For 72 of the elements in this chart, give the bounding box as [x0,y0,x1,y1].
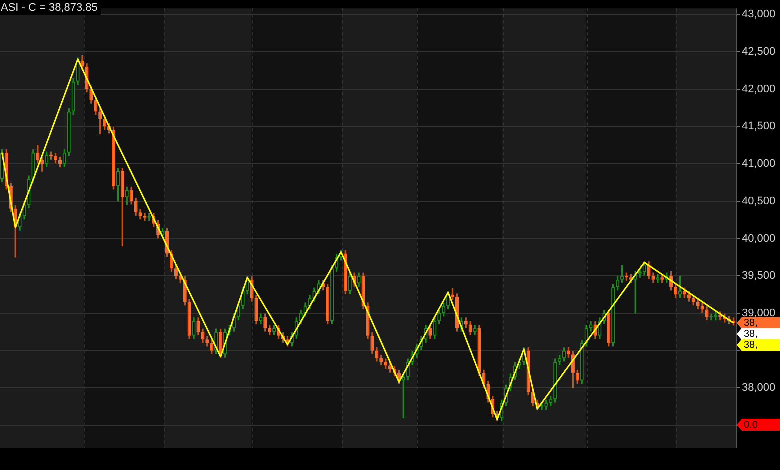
candlestick [678,276,682,298]
y-tick-label: 43,000 [742,8,776,21]
candlestick [700,302,704,314]
candlestick [201,328,205,343]
candlestick [428,325,432,340]
candlestick [674,284,678,298]
y-tick-label: 42,000 [742,83,776,96]
candlestick [120,168,124,247]
candlestick [468,321,472,336]
candlestick [357,272,361,287]
chart-title: ASI - C = 38,873.85 [1,2,98,14]
candlestick [196,318,200,336]
candlestick [72,78,76,116]
candlestick [446,291,450,310]
candlestick [692,295,696,306]
candlestick [433,318,437,340]
candlestick [438,310,442,324]
candlestick [562,348,566,362]
candlestick [589,321,593,332]
candlestick [219,328,223,358]
candlestick [116,168,120,202]
candlestick [254,295,258,324]
candlestick [210,340,214,354]
candlestick [330,265,334,324]
candlestick [259,314,263,324]
candlestick [656,274,660,284]
candlestick [45,152,49,168]
candlestick [36,145,40,164]
candlestick [67,108,71,156]
y-tick-label: 41,500 [742,120,776,133]
candlestick [620,265,624,284]
y-tick-label: 38,000 [742,382,776,394]
candlestick [264,314,268,332]
y-tick-label: 40,000 [742,232,776,245]
candlestick [478,325,482,377]
candlestick [134,198,138,216]
candlestick [130,186,134,205]
y-tick-label: 41,000 [742,158,776,170]
y-tick-label: 39,000 [742,308,776,320]
candlestick [647,262,651,280]
candlestick [62,150,66,168]
text: 38, [744,340,758,351]
candlestick [98,108,102,134]
candlestick [612,284,616,347]
candlestick [54,153,58,164]
candlestick [652,272,656,284]
candlestick [370,332,374,354]
candlestick [125,186,129,206]
candlestick [705,306,709,321]
candlestick [544,400,548,410]
candlestick [206,336,210,347]
candlestick [138,209,142,220]
text: 0.0 [744,420,758,431]
candlestick [32,150,36,182]
candlestick [616,276,620,291]
candlestick [642,262,646,276]
candlestick [660,274,664,284]
candlestick [375,348,379,362]
y-tick-label: 39,500 [742,270,776,282]
candlestick [94,97,98,116]
y-tick-label: 40,500 [742,195,776,208]
candlestick [442,302,446,317]
candlestick [348,272,352,294]
candlestick [607,310,611,347]
candlestick [326,284,330,324]
text: 38, [744,318,758,329]
candlestick [174,265,178,280]
candlestick [188,298,192,340]
y-tick-label: 42,500 [742,46,776,58]
candlestick [192,318,196,340]
candlestick [384,358,388,370]
text: 38, [744,328,758,340]
